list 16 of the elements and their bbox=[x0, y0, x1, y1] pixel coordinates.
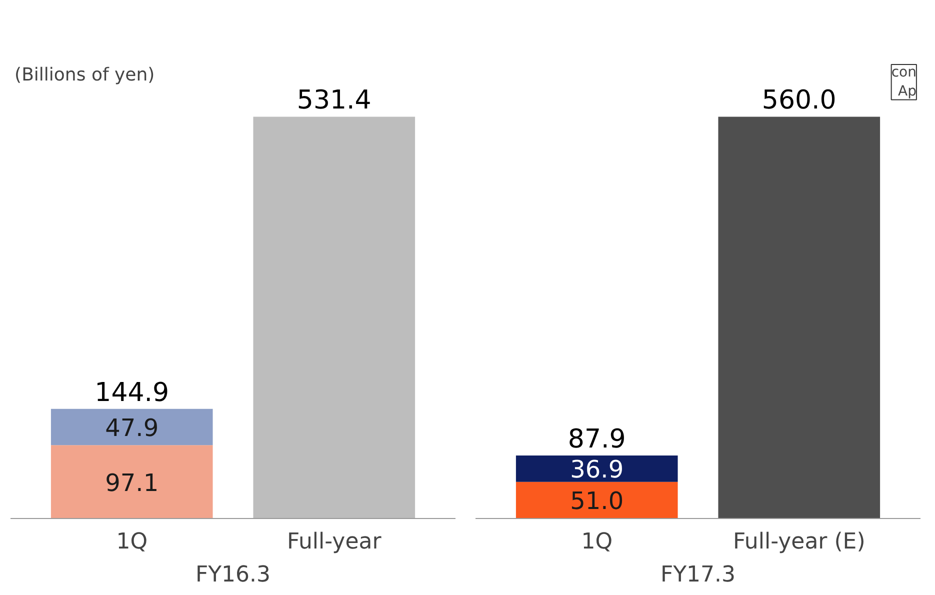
total-label: 531.4 bbox=[296, 86, 372, 116]
total-label: 144.9 bbox=[94, 378, 170, 408]
text: (Billions of yen) bbox=[14, 64, 155, 86]
data-label: 36.9 bbox=[570, 456, 624, 484]
x-tick-label: Full-year (E) bbox=[732, 530, 866, 554]
x-axis-title: FY17.3 bbox=[660, 562, 736, 588]
text: con Ap bbox=[891, 64, 917, 100]
data-label: 47.9 bbox=[105, 414, 159, 442]
x-tick-label: 1Q bbox=[116, 530, 148, 554]
x-axis-title: FY16.3 bbox=[195, 562, 271, 588]
x-tick-label: Full-year bbox=[287, 530, 382, 554]
total-label: 87.9 bbox=[568, 424, 626, 454]
x-tick-label: 1Q bbox=[581, 530, 613, 554]
data-label: 97.1 bbox=[105, 468, 159, 497]
total-label: 560.0 bbox=[762, 86, 836, 116]
data-label: 51.0 bbox=[570, 487, 624, 516]
